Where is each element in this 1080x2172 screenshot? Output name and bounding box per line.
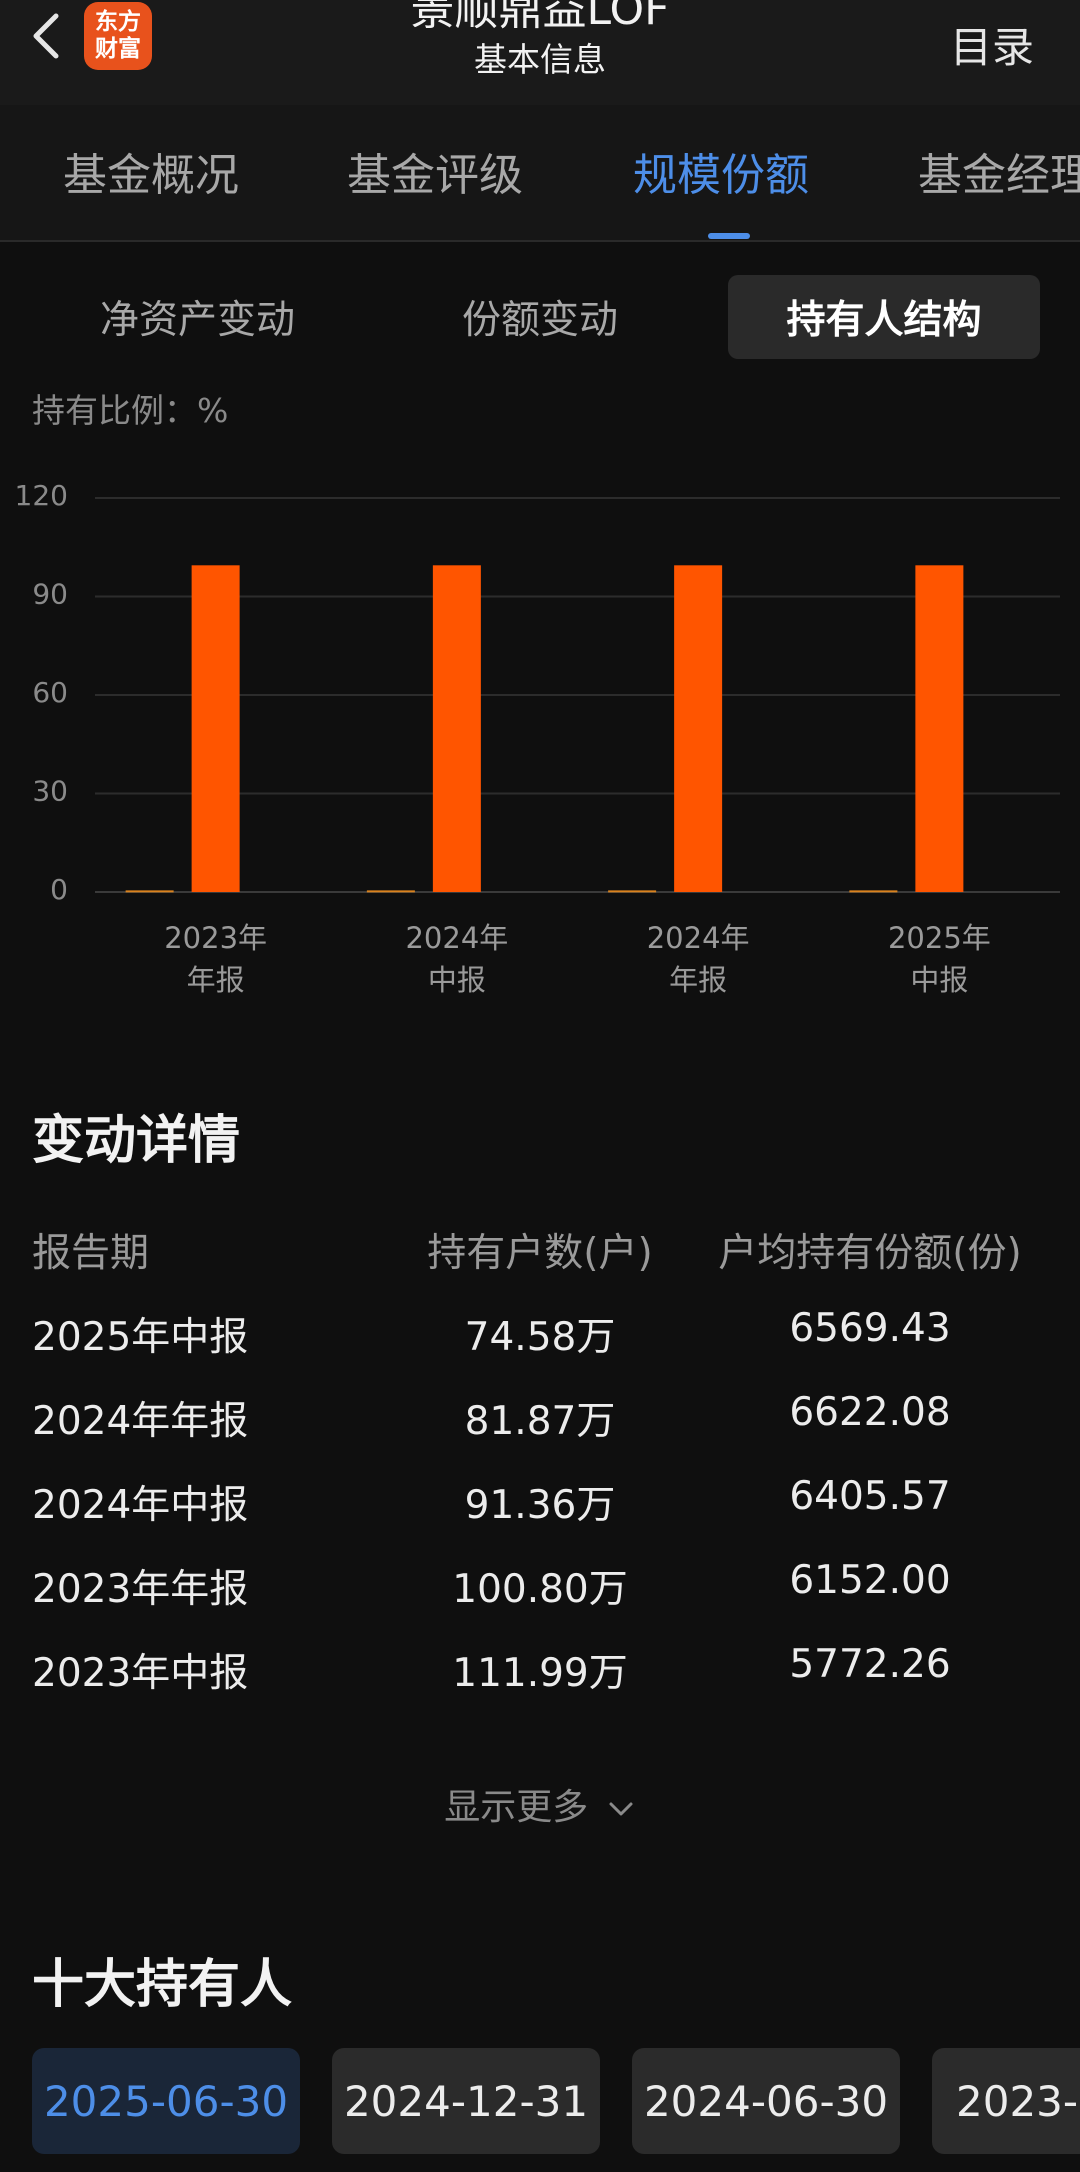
cell-holders: 100.80万 [452, 1567, 628, 1612]
cell-avg-shares: 6405.57 [789, 1474, 951, 1519]
col-header-avg-shares: 户均持有份额(份) [718, 1231, 1022, 1276]
tab-fund-rating[interactable]: 基金评级 [347, 150, 523, 201]
bar-minor [366, 890, 415, 893]
date-chip-2025-06-30[interactable]: 2025-06-30 [32, 2048, 300, 2154]
cell-holders: 74.58万 [464, 1315, 616, 1360]
y-tick-label: 30 [32, 775, 68, 808]
table-header: 报告期 持有户数(户) 户均持有份额(份) [0, 1222, 1080, 1282]
col-header-holders: 持有户数(户) [427, 1231, 653, 1276]
table-row: 2024年中报 91.36万 6405.57 [0, 1474, 1080, 1534]
app-logo: 东方 财富 [84, 2, 152, 70]
x-tick-label: 2023年 [164, 921, 267, 955]
cell-holders: 91.36万 [464, 1483, 616, 1528]
x-tick-label: 年报 [669, 963, 727, 997]
cell-avg-shares: 5772.26 [789, 1642, 951, 1687]
cell-holders: 111.99万 [452, 1651, 628, 1696]
tab-scale-shares[interactable]: 规模份额 [633, 150, 809, 201]
show-more-label: 显示更多 [444, 1787, 589, 1828]
cell-period: 2024年中报 [32, 1483, 249, 1528]
x-tick-label: 2024年 [405, 921, 508, 955]
show-more-button[interactable]: 显示更多 [0, 1778, 1080, 1830]
y-tick-label: 90 [32, 578, 68, 611]
date-chip-2024-06-30[interactable]: 2024-06-30 [632, 2048, 900, 2154]
cell-avg-shares: 6152.00 [789, 1558, 951, 1603]
holder-ratio-chart: 0 30 60 90 120 2023年年报 2024年中报 2024年年报 2025年中报 [15, 479, 1060, 997]
y-tick-label: 120 [15, 479, 68, 512]
cell-avg-shares: 6569.43 [789, 1306, 951, 1351]
table-row: 2023年中报 111.99万 5772.26 [0, 1642, 1080, 1702]
bar-minor [125, 890, 174, 893]
bar-minor [849, 890, 898, 893]
x-tick-label: 中报 [428, 963, 486, 997]
cell-period: 2025年中报 [32, 1315, 249, 1360]
bar-major [915, 565, 964, 892]
back-button[interactable] [18, 6, 78, 66]
active-tab-indicator [708, 233, 750, 239]
bar-minor [608, 890, 657, 893]
top-tab-bar: 基金概况 基金评级 规模份额 基金经理 [0, 105, 1080, 242]
y-tick-label: 0 [50, 873, 68, 906]
x-tick-label: 2024年 [647, 921, 750, 955]
table-row: 2025年中报 74.58万 6569.43 [0, 1306, 1080, 1366]
y-tick-label: 60 [32, 676, 68, 709]
logo-text-line1: 东方 [95, 9, 141, 35]
chevron-left-icon [33, 13, 59, 59]
subtab-share-change[interactable]: 份额变动 [461, 298, 618, 343]
tab-fund-overview[interactable]: 基金概况 [63, 150, 239, 201]
cell-period: 2024年年报 [32, 1399, 249, 1444]
x-tick-label: 年报 [187, 963, 245, 997]
subtab-net-asset-change[interactable]: 净资产变动 [99, 298, 295, 343]
top-holders-section-title: 十大持有人 [32, 1955, 293, 2015]
header: 东方 财富 景顺鼎益LOF 基本信息 目录 [0, 0, 1080, 105]
page-subtitle: 基本信息 [474, 40, 606, 79]
table-row: 2023年年报 100.80万 6152.00 [0, 1558, 1080, 1618]
cell-period: 2023年年报 [32, 1567, 249, 1612]
bar-major [432, 565, 481, 892]
tab-fund-manager[interactable]: 基金经理 [918, 150, 1080, 201]
date-chip-2024-12-31[interactable]: 2024-12-31 [332, 2048, 600, 2154]
chevron-down-icon [609, 1802, 633, 1816]
page-title: 景顺鼎益LOF [410, 0, 670, 35]
col-header-period: 报告期 [32, 1231, 150, 1276]
table-row: 2024年年报 81.87万 6622.08 [0, 1390, 1080, 1450]
subtab-holder-structure[interactable]: 持有人结构 [728, 275, 1040, 359]
logo-text-line2: 财富 [95, 36, 141, 62]
x-tick-label: 2025年 [888, 921, 991, 955]
x-tick-label: 中报 [910, 963, 968, 997]
cell-holders: 81.87万 [464, 1399, 616, 1444]
title-block: 景顺鼎益LOF 基本信息 [0, 0, 1080, 80]
chart-unit-label: 持有比例：% [32, 391, 229, 430]
catalog-button[interactable]: 目录 [949, 23, 1034, 72]
bar-major [191, 565, 240, 892]
cell-period: 2023年中报 [32, 1651, 249, 1696]
bar-major [674, 565, 723, 892]
date-chip-2023[interactable]: 2023- [932, 2048, 1080, 2154]
cell-avg-shares: 6622.08 [789, 1390, 951, 1435]
details-section-title: 变动详情 [32, 1111, 241, 1171]
